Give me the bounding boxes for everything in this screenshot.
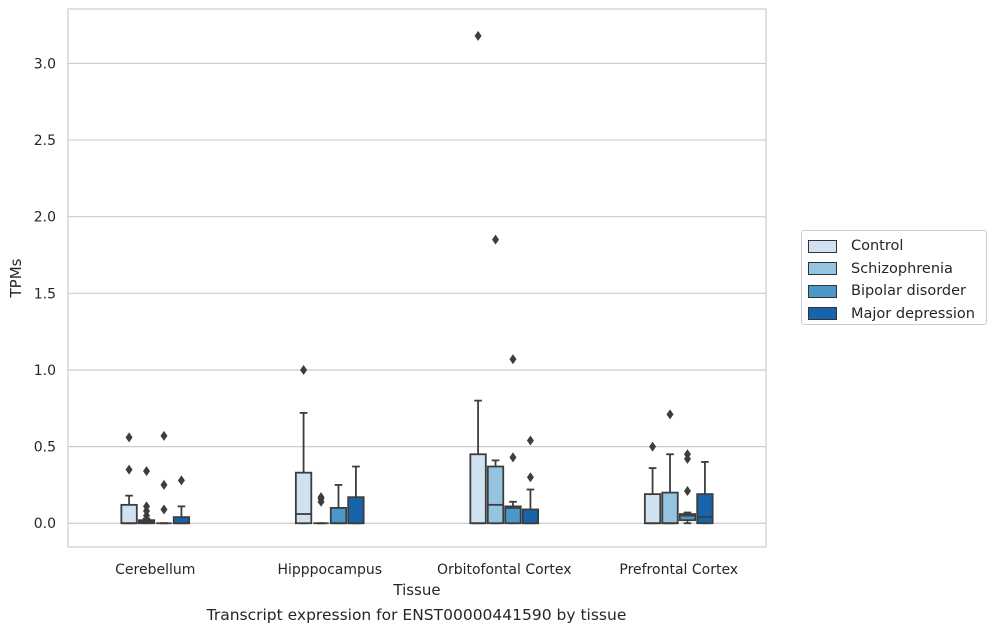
legend-label: Control [851, 238, 904, 255]
box-control [120, 432, 138, 525]
legend-item: Bipolar disorder [808, 280, 986, 303]
box-iqr [120, 503, 138, 525]
chart-caption: Transcript expression for ENST0000044159… [206, 606, 627, 624]
y-tick-label: 1.5 [34, 286, 56, 302]
legend-label: Schizophrenia [851, 260, 953, 277]
legend-item: Schizophrenia [808, 258, 986, 281]
grid-lines [68, 62, 766, 524]
y-tick-label: 0.0 [34, 516, 56, 532]
x-axis-label: Tissue [392, 581, 440, 599]
box-iqr [172, 516, 191, 525]
box-iqr [329, 507, 348, 525]
outlier-point [474, 30, 482, 41]
outlier-point [649, 441, 657, 452]
box-major-depression [172, 475, 191, 525]
legend-label: Major depression [851, 305, 975, 322]
y-axis-ticks: 0.0 0.5 1.0 1.5 2.0 2.5 3.0 [34, 56, 56, 532]
outlier-point [317, 492, 325, 503]
box-schizophrenia [661, 409, 679, 525]
y-tick-label: 1.0 [34, 363, 56, 379]
y-axis-label: TPMs [7, 258, 25, 298]
box-iqr [521, 508, 540, 525]
box-bipolar-disorder [678, 449, 697, 525]
box-iqr [661, 491, 679, 525]
y-tick-label: 0.5 [34, 440, 56, 456]
box-iqr [696, 493, 714, 525]
outlier-point [683, 449, 691, 460]
x-tick-label: Prefrontal Cortex [619, 562, 738, 578]
legend: Control Schizophrenia Bipolar disorder Majo… [801, 230, 987, 325]
outlier-point [509, 354, 517, 365]
box-iqr [504, 505, 522, 525]
box-iqr [469, 453, 487, 525]
box-control [294, 364, 313, 525]
legend-item: Control [808, 235, 986, 258]
box-bipolar-disorder [156, 430, 172, 525]
outlier-point [509, 452, 517, 463]
legend-swatch [808, 307, 837, 321]
y-tick-label: 3.0 [34, 56, 56, 72]
outlier-point [160, 504, 168, 515]
box-major-depression [347, 465, 365, 525]
box-schizophrenia [313, 492, 329, 525]
outlier-point [300, 364, 308, 375]
outlier-point [143, 501, 151, 512]
plot-area [120, 30, 714, 525]
box-control [643, 441, 662, 525]
outlier-point [160, 430, 168, 441]
outlier-point [177, 475, 185, 486]
box-major-depression [696, 461, 714, 525]
box-iqr [294, 471, 313, 525]
legend-swatch [808, 284, 837, 298]
y-tick-label: 2.5 [34, 133, 56, 149]
plot-frame [67, 8, 767, 548]
legend-item: Major depression [808, 303, 986, 326]
box-major-depression [521, 435, 540, 525]
box-control [469, 30, 487, 525]
x-tick-label: Cerebellum [115, 562, 195, 578]
outlier-point [143, 466, 151, 477]
x-tick-label: Orbitofontal Cortex [437, 562, 572, 578]
outlier-point [683, 486, 691, 497]
box-schizophrenia [137, 466, 156, 525]
legend-swatch [808, 239, 837, 253]
box-iqr [486, 465, 505, 525]
box-bipolar-disorder [329, 484, 348, 525]
box-iqr [678, 513, 697, 522]
outlier-point [160, 479, 168, 490]
box-iqr [643, 493, 662, 525]
outlier-point [492, 234, 500, 245]
outlier-point [526, 472, 534, 483]
box-iqr [347, 496, 365, 525]
outlier-point [666, 409, 674, 420]
outlier-point [125, 464, 133, 475]
legend-label: Bipolar disorder [851, 283, 966, 300]
y-tick-label: 2.0 [34, 210, 56, 226]
x-axis-ticks: Cerebellum Hipppocampus Orbitofontal Corte… [115, 562, 738, 578]
box-schizophrenia [486, 234, 505, 525]
x-tick-label: Hipppocampus [277, 562, 382, 578]
legend-swatch [808, 262, 837, 276]
box-bipolar-disorder [504, 354, 522, 525]
outlier-point [125, 432, 133, 443]
outlier-point [526, 435, 534, 446]
